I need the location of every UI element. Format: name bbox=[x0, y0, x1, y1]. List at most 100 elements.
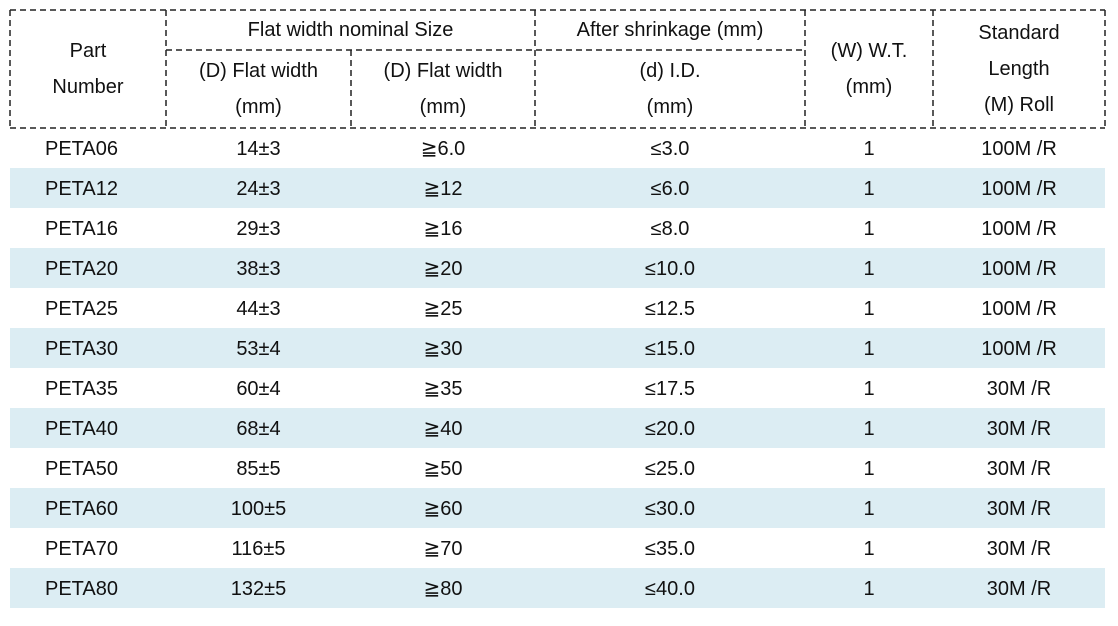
table-cell: 85±5 bbox=[166, 450, 351, 488]
cell-text: 1 bbox=[863, 378, 875, 400]
cell-text: 44±3 bbox=[236, 298, 281, 320]
table-cell: ≤17.5 bbox=[535, 370, 805, 408]
table-cell: 68±4 bbox=[166, 410, 351, 448]
table-cell: PETA70 bbox=[45, 530, 185, 568]
cell-text: 30M /R bbox=[986, 378, 1052, 400]
cell-text: Standard bbox=[978, 22, 1060, 44]
table-cell: PETA12 bbox=[45, 170, 185, 208]
cell-text: 30M /R bbox=[986, 578, 1052, 600]
cell-text: PETA70 bbox=[45, 538, 118, 560]
table-cell: ≧30 bbox=[351, 330, 535, 368]
table-cell: 53±4 bbox=[166, 330, 351, 368]
cell-text: Number bbox=[52, 76, 124, 98]
table-cell: ≧20 bbox=[351, 250, 535, 288]
cell-text: ≧25 bbox=[423, 298, 463, 320]
cell-text: ≧16 bbox=[423, 218, 463, 240]
cell-text: 1 bbox=[863, 498, 875, 520]
table-cell: ≧12 bbox=[351, 170, 535, 208]
table-cell: PETA30 bbox=[45, 330, 185, 368]
cell-text: Flat width nominal Size bbox=[247, 19, 454, 41]
cell-text: (mm) bbox=[235, 96, 282, 118]
table-cell: 1 bbox=[805, 130, 933, 168]
cell-text: ≤30.0 bbox=[645, 498, 695, 520]
table-cell: 30M /R bbox=[933, 410, 1105, 448]
table-cell: 1 bbox=[805, 410, 933, 448]
table-cell: ≧50 bbox=[351, 450, 535, 488]
header-cell: Standard Length (M) Roll bbox=[933, 10, 1105, 128]
cell-text: 53±4 bbox=[236, 338, 281, 360]
table-cell: 116±5 bbox=[166, 530, 351, 568]
cell-text: (mm) bbox=[419, 96, 467, 118]
cell-text: (M) Roll bbox=[984, 94, 1054, 116]
cell-text: 100M /R bbox=[981, 298, 1057, 320]
table-cell: ≤20.0 bbox=[535, 410, 805, 448]
cell-text: PETA40 bbox=[45, 418, 118, 440]
table-cell: PETA80 bbox=[45, 570, 185, 608]
table-cell: 14±3 bbox=[166, 130, 351, 168]
cell-text: 14±3 bbox=[236, 138, 281, 160]
table-cell: ≤12.5 bbox=[535, 290, 805, 328]
cell-text: ≧12 bbox=[423, 178, 463, 200]
table-cell: 1 bbox=[805, 210, 933, 248]
header-cell: (D) Flat width (mm) bbox=[351, 50, 535, 128]
cell-text: ≧35 bbox=[423, 378, 463, 400]
header-cell: Flat width nominal Size bbox=[166, 10, 535, 50]
cell-text: ≤25.0 bbox=[645, 458, 695, 480]
cell-text: PETA35 bbox=[45, 378, 118, 400]
table-cell: 1 bbox=[805, 450, 933, 488]
cell-text: (W) W.T. bbox=[830, 40, 908, 62]
cell-text: 38±3 bbox=[236, 258, 281, 280]
cell-text: 100M /R bbox=[981, 138, 1057, 160]
cell-text: (D) Flat width bbox=[383, 60, 503, 82]
table-cell: 1 bbox=[805, 170, 933, 208]
table-cell: 1 bbox=[805, 250, 933, 288]
table-cell: ≤30.0 bbox=[535, 490, 805, 528]
cell-text: ≤6.0 bbox=[650, 178, 690, 200]
table-cell: 1 bbox=[805, 290, 933, 328]
cell-text: 30M /R bbox=[986, 498, 1052, 520]
cell-text: After shrinkage (mm) bbox=[576, 19, 764, 41]
table-cell: 1 bbox=[805, 490, 933, 528]
table-cell: ≤35.0 bbox=[535, 530, 805, 568]
cell-text: Part bbox=[69, 40, 107, 62]
header-cell: (W) W.T. (mm) bbox=[805, 10, 933, 128]
cell-text: 100M /R bbox=[981, 258, 1057, 280]
table-cell: 29±3 bbox=[166, 210, 351, 248]
cell-text: 24±3 bbox=[236, 178, 281, 200]
cell-text: PETA60 bbox=[45, 498, 118, 520]
cell-text: 1 bbox=[863, 338, 875, 360]
table-cell: ≤3.0 bbox=[535, 130, 805, 168]
table-cell: PETA20 bbox=[45, 250, 185, 288]
row-band bbox=[10, 168, 1105, 208]
table-cell: ≧70 bbox=[351, 530, 535, 568]
table-cell: ≤40.0 bbox=[535, 570, 805, 608]
cell-text: PETA06 bbox=[45, 138, 118, 160]
header-cell: After shrinkage (mm) bbox=[535, 10, 805, 50]
cell-text: PETA16 bbox=[45, 218, 118, 240]
row-band bbox=[10, 408, 1105, 448]
row-band bbox=[10, 488, 1105, 528]
table-cell: ≤10.0 bbox=[535, 250, 805, 288]
table-cell: ≤8.0 bbox=[535, 210, 805, 248]
table-cell: PETA06 bbox=[45, 130, 185, 168]
cell-text: 100±5 bbox=[230, 498, 287, 520]
cell-text: ≤20.0 bbox=[645, 418, 695, 440]
cell-text: ≧50 bbox=[423, 458, 463, 480]
table-cell: 100M /R bbox=[933, 250, 1105, 288]
table-cell: PETA25 bbox=[45, 290, 185, 328]
cell-text: ≧6.0 bbox=[420, 138, 466, 160]
header-cell: (d) I.D. (mm) bbox=[535, 50, 805, 128]
cell-text: ≤12.5 bbox=[645, 298, 695, 320]
cell-text: PETA50 bbox=[45, 458, 118, 480]
table-cell: PETA16 bbox=[45, 210, 185, 248]
cell-text: 1 bbox=[863, 418, 875, 440]
cell-text: 1 bbox=[863, 258, 875, 280]
table-cell: ≧80 bbox=[351, 570, 535, 608]
cell-text: (D) Flat width bbox=[199, 60, 318, 82]
cell-text: ≤10.0 bbox=[645, 258, 695, 280]
row-band bbox=[10, 248, 1105, 288]
table-cell: ≧16 bbox=[351, 210, 535, 248]
cell-text: 100M /R bbox=[981, 178, 1057, 200]
table-cell: ≤6.0 bbox=[535, 170, 805, 208]
cell-text: Length bbox=[988, 58, 1050, 80]
